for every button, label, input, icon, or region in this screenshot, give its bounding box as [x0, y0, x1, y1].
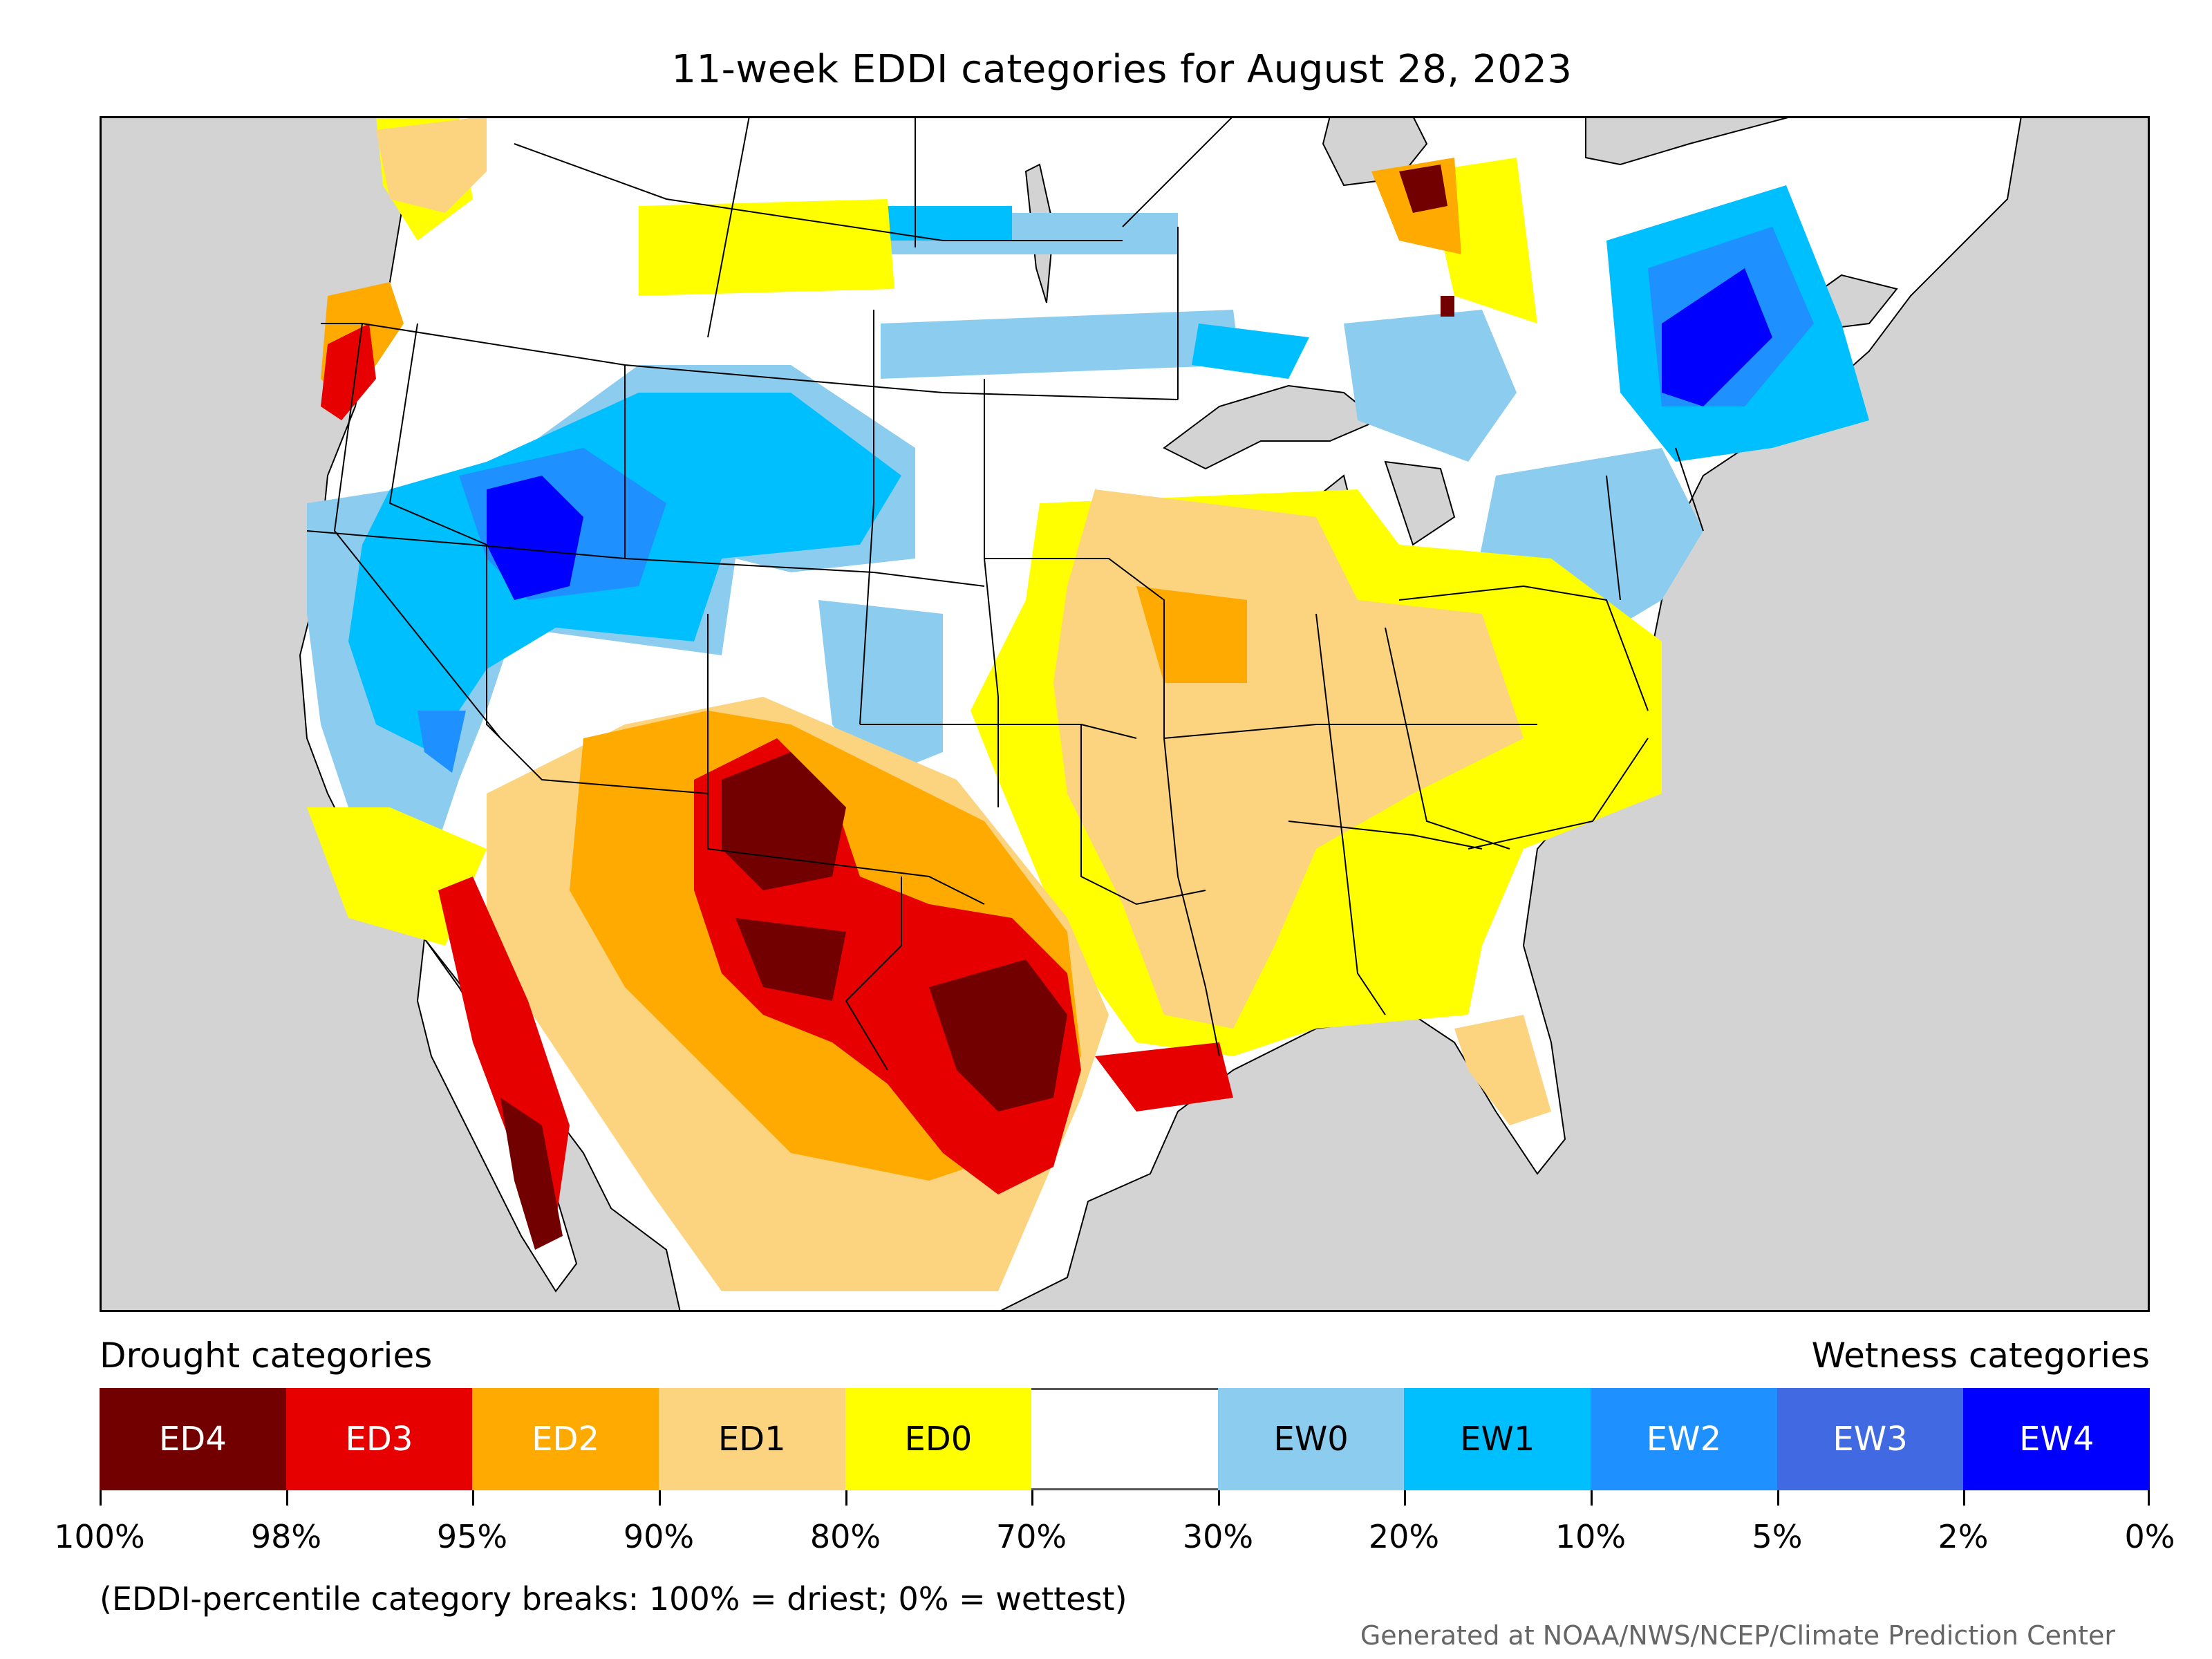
- legend-tick-label: 10%: [1555, 1518, 1627, 1555]
- wetness-heading: Wetness categories: [1811, 1335, 2150, 1376]
- legend-tick-label: 80%: [809, 1518, 881, 1555]
- state-borders: [306, 116, 1704, 1071]
- credit-line: Generated at NOAA/NWS/NCEP/Climate Predi…: [1360, 1620, 2115, 1651]
- legend-tick: [845, 1490, 847, 1506]
- map-title: 11-week EDDI categories for August 28, 2…: [671, 47, 1573, 92]
- legend-tick: [659, 1490, 661, 1506]
- legend-swatch-ed3: ED3: [285, 1388, 473, 1490]
- legend-swatch-normal: [1031, 1388, 1218, 1490]
- legend-tick-labels: 100% 98% 95% 90% 80% 70% 30% 20% 10% 5% 2% 0%: [54, 1518, 2175, 1559]
- legend-tick-label: 30%: [1182, 1518, 1254, 1555]
- legend-swatch-ew3: EW3: [1777, 1388, 1964, 1490]
- legend-tick: [286, 1490, 288, 1506]
- legend-tick-label: 5%: [1752, 1518, 1803, 1555]
- legend-tick: [1591, 1490, 1593, 1506]
- legend-tick: [1218, 1490, 1220, 1506]
- legend-swatch-ed1: ED1: [658, 1388, 845, 1490]
- eddi-map: [100, 116, 2150, 1312]
- legend-swatch-ew2: EW2: [1591, 1388, 1777, 1490]
- legend-tick: [1963, 1490, 1965, 1506]
- breaks-note: (EDDI-percentile category breaks: 100% =…: [100, 1580, 1127, 1618]
- legend-tick-label: 98%: [250, 1518, 322, 1555]
- legend-swatch-ew4: EW4: [1963, 1388, 2150, 1490]
- legend-tick: [1777, 1490, 1779, 1506]
- legend-tick: [1404, 1490, 1406, 1506]
- legend-tick-label: 100%: [54, 1518, 145, 1555]
- legend-swatch-ew1: EW1: [1404, 1388, 1591, 1490]
- legend-tick-label: 0%: [2124, 1518, 2175, 1555]
- legend-tick-label: 70%: [995, 1518, 1067, 1555]
- legend-tick-label: 95%: [436, 1518, 508, 1555]
- legend-tick-label: 20%: [1368, 1518, 1440, 1555]
- legend-tick-label: 90%: [623, 1518, 695, 1555]
- legend-swatch-ed0: ED0: [845, 1388, 1032, 1490]
- legend-tick: [472, 1490, 474, 1506]
- drought-regions: [307, 116, 1662, 1291]
- legend-swatch-ed2: ED2: [472, 1388, 659, 1490]
- legend-colorbar: ED4 ED3 ED2 ED1 ED0 EW0 EW1 EW2 EW3 EW4: [100, 1388, 2150, 1490]
- drought-heading: Drought categories: [100, 1335, 433, 1376]
- legend-tick: [100, 1490, 102, 1506]
- legend-tick: [1031, 1490, 1033, 1506]
- legend-tick-label: 2%: [1938, 1518, 1989, 1555]
- legend-ticks: [100, 1490, 2150, 1511]
- legend-swatch-ed4: ED4: [100, 1388, 286, 1490]
- legend-swatch-ew0: EW0: [1217, 1388, 1405, 1490]
- lake-huron: [1384, 460, 1456, 546]
- legend-tick: [2148, 1490, 2150, 1506]
